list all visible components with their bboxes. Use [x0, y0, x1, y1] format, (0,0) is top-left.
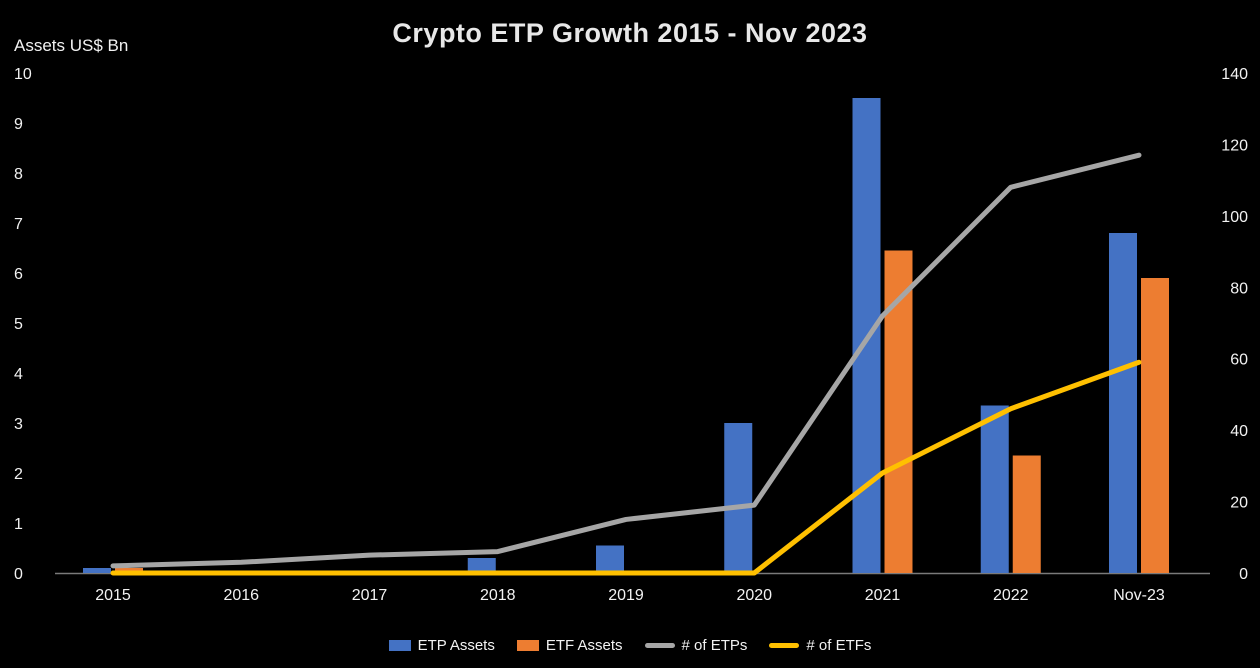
x-axis-label-2022: 2022 — [993, 587, 1029, 604]
x-axis-label-2020: 2020 — [736, 587, 772, 604]
legend-item-etf-assets: ETF Assets — [516, 637, 623, 654]
legend-swatch-etf-assets-icon — [516, 640, 539, 651]
left-axis-tick-label: 0 — [14, 566, 23, 583]
line-of-etfs — [110, 359, 1142, 576]
legend-swatch-etp-assets-icon — [388, 640, 411, 651]
left-axis-title: Assets US$ Bn — [14, 36, 129, 55]
left-axis-tick-label: 1 — [14, 516, 23, 533]
legend: ETP Assets ETF Assets # of ETPs # of ETFs — [0, 637, 1260, 654]
left-axis-tick-label: 9 — [14, 116, 23, 133]
right-axis-tick-label: 0 — [1239, 566, 1248, 583]
bar-etp-assets-2015 — [83, 568, 111, 573]
right-axis-tick-label: 60 — [1230, 352, 1248, 369]
bar-etf-assets-2022 — [1012, 455, 1041, 573]
bar-etp-assets-2019 — [596, 545, 624, 573]
bar-etp-assets-2022 — [980, 405, 1009, 573]
x-axis-label-2016: 2016 — [223, 587, 259, 604]
chart-title: Crypto ETP Growth 2015 - Nov 2023 — [392, 18, 868, 48]
x-axis-label-2021: 2021 — [865, 587, 901, 604]
x-axis-label-nov-23: Nov-23 — [1113, 587, 1165, 604]
legend-line-of-etps-icon — [644, 643, 675, 648]
bar-etp-assets-2018 — [467, 558, 496, 573]
x-axis-label-2018: 2018 — [480, 587, 516, 604]
bar-etp-assets-nov-23 — [1109, 233, 1137, 573]
left-axis-tick-label: 4 — [14, 366, 23, 383]
legend-line-of-etfs-icon — [769, 643, 800, 648]
x-axis-label-2017: 2017 — [352, 587, 388, 604]
legend-item-of-etfs: # of ETFs — [769, 637, 871, 654]
left-axis-tick-label: 3 — [14, 416, 23, 433]
legend-label-of-etfs: # of ETFs — [806, 637, 872, 654]
right-axis-tick-label: 20 — [1230, 495, 1248, 512]
line-of-etps — [110, 152, 1142, 569]
legend-item-etp-assets: ETP Assets — [388, 637, 495, 654]
right-axis-tick-label: 40 — [1230, 423, 1248, 440]
right-axis-tick-label: 120 — [1221, 137, 1248, 154]
bar-etp-assets-2020 — [724, 423, 753, 573]
x-axis-label-2015: 2015 — [95, 587, 131, 604]
bar-etf-assets-2021 — [884, 250, 913, 573]
legend-label-etp-assets: ETP Assets — [417, 637, 495, 654]
left-axis-tick-label: 10 — [14, 66, 32, 83]
left-axis-tick-label: 8 — [14, 166, 23, 183]
left-axis-tick-label: 2 — [14, 466, 23, 483]
left-axis-tick-label: 7 — [14, 216, 23, 233]
right-axis-tick-label: 80 — [1230, 280, 1248, 297]
legend-label-of-etps: # of ETPs — [681, 637, 748, 654]
left-axis-tick-label: 6 — [14, 266, 23, 283]
right-axis-tick-label: 140 — [1221, 66, 1248, 83]
x-axis-label-2019: 2019 — [608, 587, 644, 604]
bar-etf-assets-nov-23 — [1141, 278, 1169, 573]
legend-item-of-etps: # of ETPs — [644, 637, 748, 654]
right-axis-tick-label: 100 — [1221, 209, 1248, 226]
left-axis-tick-label: 5 — [14, 316, 23, 333]
legend-label-etf-assets: ETF Assets — [545, 637, 623, 654]
